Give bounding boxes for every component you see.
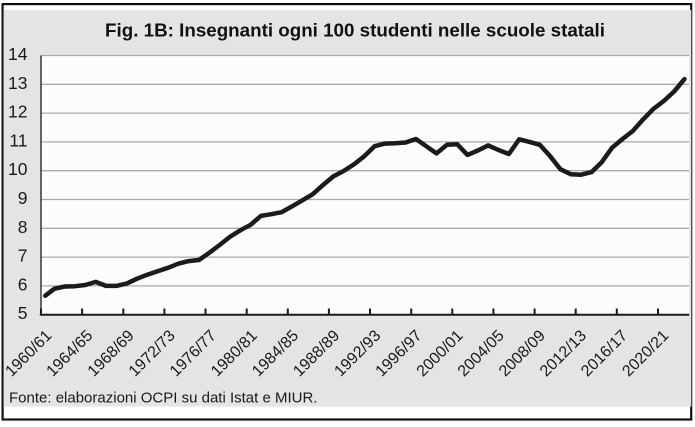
svg-text:7: 7 xyxy=(18,246,28,266)
svg-text:8: 8 xyxy=(18,217,28,237)
svg-text:12: 12 xyxy=(8,102,27,122)
svg-text:9: 9 xyxy=(18,188,28,208)
svg-text:13: 13 xyxy=(8,73,27,93)
svg-text:10: 10 xyxy=(8,159,28,179)
svg-text:14: 14 xyxy=(8,44,28,64)
svg-text:6: 6 xyxy=(18,274,28,294)
svg-text:5: 5 xyxy=(18,303,28,323)
svg-text:Fig. 1B: Insegnanti ogni 100 s: Fig. 1B: Insegnanti ogni 100 studenti ne… xyxy=(105,20,605,41)
svg-text:Fonte: elaborazioni OCPI su da: Fonte: elaborazioni OCPI su dati Istat e… xyxy=(9,390,317,407)
svg-text:11: 11 xyxy=(9,130,27,150)
